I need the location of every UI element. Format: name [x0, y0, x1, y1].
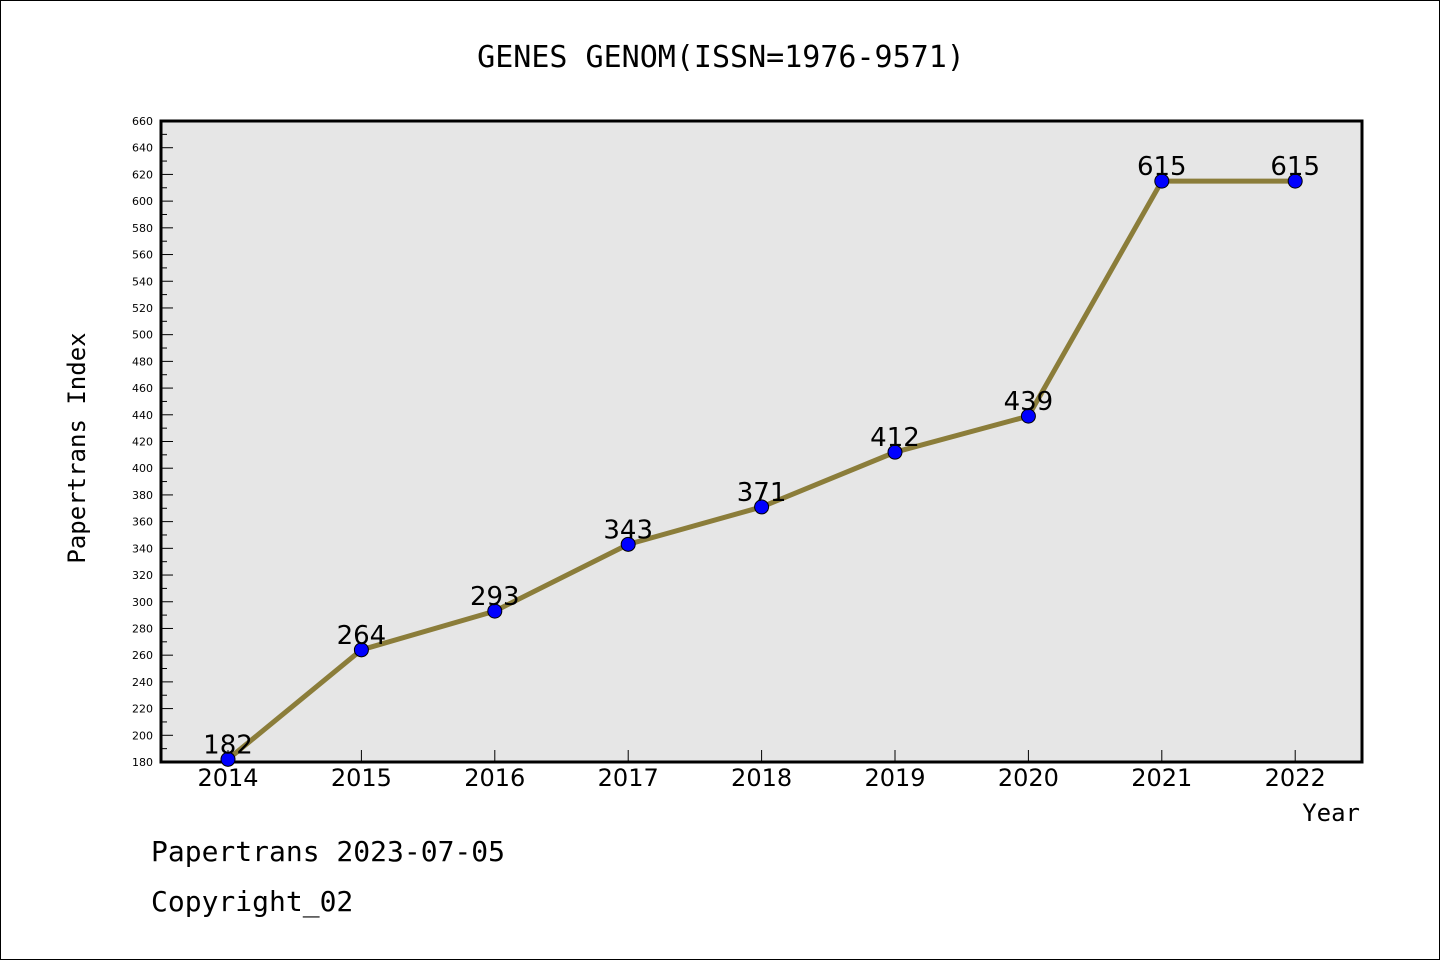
data-point [1020, 408, 1036, 424]
x-axis: 2014 2015 2016 2017 2018 2019 2020 2021 2022 [197, 750, 1326, 792]
y-tick-label: 260 [132, 649, 153, 662]
data-points [220, 173, 1303, 767]
y-tick-label: 280 [132, 622, 153, 635]
y-tick-label: 520 [132, 302, 153, 315]
data-point [220, 751, 236, 767]
y-tick-label: 420 [132, 436, 153, 449]
y-tick-label: 200 [132, 729, 153, 742]
x-tick-label: 2017 [598, 764, 659, 792]
footer-copyright: Copyright_02 [151, 885, 354, 918]
data-point [754, 499, 770, 515]
data-label: 439 [1004, 387, 1054, 417]
y-tick-label: 560 [132, 249, 153, 262]
x-tick-label: 2015 [331, 764, 392, 792]
data-labels: 182 264 293 343 371 412 439 615 615 [203, 152, 1320, 760]
data-point [1287, 173, 1303, 189]
x-tick-label: 2014 [197, 764, 258, 792]
y-tick-label: 580 [132, 222, 153, 235]
x-tick-label: 2018 [731, 764, 792, 792]
data-label: 343 [603, 515, 653, 545]
y-tick-label: 660 [132, 115, 153, 128]
x-tick-label: 2019 [864, 764, 925, 792]
y-tick-label: 620 [132, 168, 153, 181]
data-point [353, 642, 369, 658]
y-tick-label: 340 [132, 542, 153, 555]
x-tick-label: 2020 [998, 764, 1059, 792]
y-tick-label: 440 [132, 409, 153, 422]
x-tick-label: 2021 [1131, 764, 1192, 792]
x-axis-label: Year [1302, 799, 1360, 827]
data-label: 182 [203, 730, 253, 760]
y-tick-label: 360 [132, 516, 153, 529]
data-label: 412 [870, 423, 920, 453]
y-tick-label: 500 [132, 329, 153, 342]
y-tick-label: 600 [132, 195, 153, 208]
data-point [1154, 173, 1170, 189]
y-tick-label: 180 [132, 756, 153, 769]
data-label: 615 [1270, 152, 1320, 182]
y-tick-label: 220 [132, 703, 153, 716]
data-point [887, 444, 903, 460]
data-point [487, 603, 503, 619]
y-tick-label: 540 [132, 275, 153, 288]
data-label: 615 [1137, 152, 1187, 182]
y-tick-label: 380 [132, 489, 153, 502]
y-tick-label: 400 [132, 462, 153, 475]
chart-title: GENES GENOM(ISSN=1976-9571) [477, 40, 965, 75]
data-point [620, 536, 636, 552]
y-tick-label: 480 [132, 355, 153, 368]
data-label: 371 [737, 478, 787, 508]
y-tick-label: 640 [132, 142, 153, 155]
data-label: 293 [470, 582, 520, 612]
y-tick-label: 240 [132, 676, 153, 689]
y-tick-label: 300 [132, 596, 153, 609]
footer-date: Papertrans 2023-07-05 [151, 835, 506, 868]
y-axis-label: Papertrans Index [63, 332, 91, 563]
y-tick-label: 460 [132, 382, 153, 395]
y-axis: 180 200 220 240 260 280 300 320 340 360 380 400 420 4… [132, 115, 173, 769]
y-tick-label: 320 [132, 569, 153, 582]
x-tick-label: 2016 [464, 764, 525, 792]
data-label: 264 [337, 621, 387, 651]
x-tick-label: 2022 [1265, 764, 1326, 792]
